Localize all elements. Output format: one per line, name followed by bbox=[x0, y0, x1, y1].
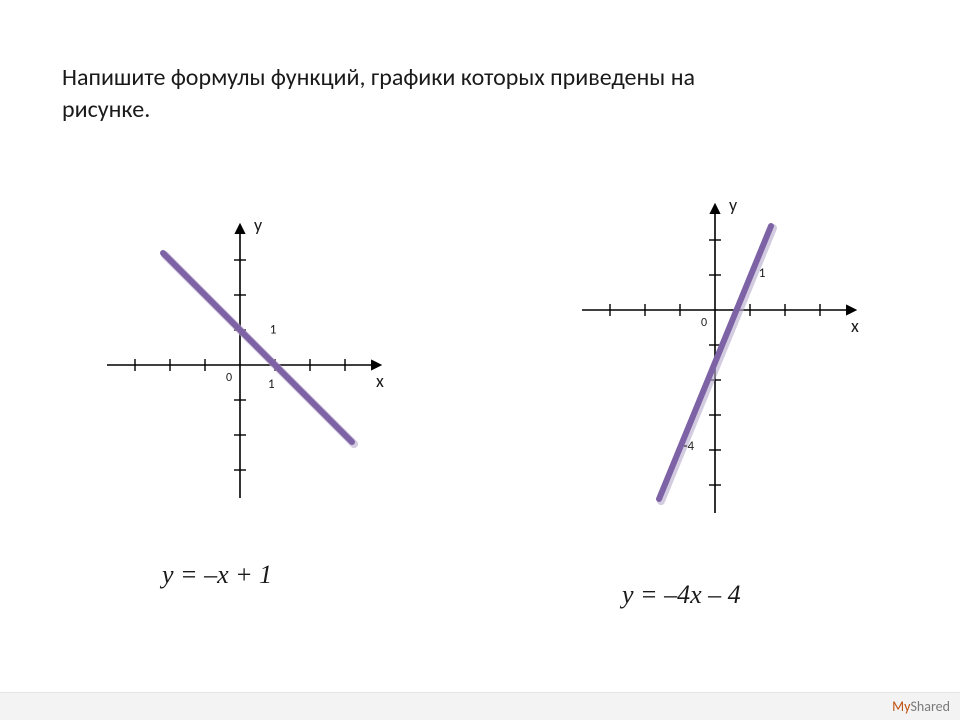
formula-right: y = –4x – 4 bbox=[622, 580, 741, 610]
svg-text:х: х bbox=[851, 315, 859, 337]
chart-right: ух01-4 bbox=[540, 205, 880, 555]
svg-text:1: 1 bbox=[268, 377, 275, 392]
formula-left: y = –x + 1 bbox=[162, 560, 272, 590]
svg-text:0: 0 bbox=[701, 316, 707, 330]
footer-rest: Shared bbox=[910, 698, 950, 715]
svg-text:-4: -4 bbox=[684, 439, 695, 454]
svg-text:1: 1 bbox=[759, 266, 766, 281]
svg-text:х: х bbox=[376, 370, 384, 392]
svg-text:у: у bbox=[729, 194, 738, 216]
svg-text:0: 0 bbox=[226, 371, 232, 385]
footer-prefix: My bbox=[892, 698, 910, 715]
task-text: Напишите формулы функций, графики которы… bbox=[62, 62, 782, 127]
svg-text:у: у bbox=[254, 214, 263, 236]
footer-bar: MyShared bbox=[0, 692, 960, 720]
chart-left: у х 0 1 1 bbox=[75, 190, 395, 530]
svg-text:1: 1 bbox=[270, 323, 277, 338]
